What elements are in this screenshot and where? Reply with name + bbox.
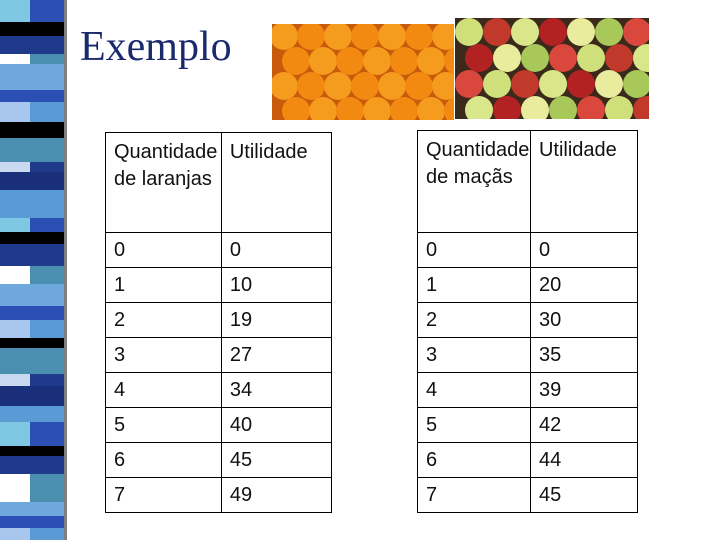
- utility-cell: 0: [529, 232, 639, 268]
- quantity-cell: 4: [105, 372, 222, 408]
- utility-cell: 39: [529, 372, 639, 408]
- quantity-cell: 2: [105, 302, 222, 338]
- quantity-header: Quantidade de maçãs: [417, 130, 531, 233]
- table-row: 6 45: [105, 442, 333, 478]
- quantity-cell: 1: [105, 267, 222, 303]
- utility-cell: 49: [220, 477, 333, 513]
- quantity-cell: 7: [105, 477, 222, 513]
- utility-cell: 0: [220, 232, 333, 268]
- quantity-cell: 0: [417, 232, 531, 268]
- quantity-cell: 6: [105, 442, 222, 478]
- decorative-stripe: [0, 0, 64, 540]
- table-row: 5 42: [417, 407, 639, 443]
- table-row: 2 30: [417, 302, 639, 338]
- table-row: 7 45: [417, 477, 639, 513]
- quantity-cell: 6: [417, 442, 531, 478]
- stripe-divider: [64, 0, 67, 540]
- utility-cell: 10: [220, 267, 333, 303]
- quantity-cell: 5: [417, 407, 531, 443]
- table-row: 1 20: [417, 267, 639, 303]
- table-row: 2 19: [105, 302, 333, 338]
- utility-cell: 20: [529, 267, 639, 303]
- table-row: 3 27: [105, 337, 333, 373]
- quantity-cell: 7: [417, 477, 531, 513]
- oranges-photo: [272, 24, 454, 120]
- table-row: 4 34: [105, 372, 333, 408]
- quantity-cell: 4: [417, 372, 531, 408]
- quantity-header: Quantidade de laranjas: [105, 132, 222, 233]
- table-header-row: Quantidade de maçãs Utilidade: [417, 130, 639, 233]
- utility-cell: 34: [220, 372, 333, 408]
- quantity-cell: 5: [105, 407, 222, 443]
- oranges-utility-table: Quantidade de laranjas Utilidade 0 0 1 10 2 1…: [105, 132, 333, 513]
- utility-cell: 19: [220, 302, 333, 338]
- utility-cell: 42: [529, 407, 639, 443]
- slide-title: Exemplo: [80, 24, 232, 70]
- table-row: 5 40: [105, 407, 333, 443]
- apples-photo: [455, 18, 649, 119]
- table-row: 7 49: [105, 477, 333, 513]
- table-header-row: Quantidade de laranjas Utilidade: [105, 132, 333, 233]
- utility-cell: 45: [220, 442, 333, 478]
- table-row: 3 35: [417, 337, 639, 373]
- utility-header: Utilidade: [529, 130, 639, 233]
- quantity-cell: 2: [417, 302, 531, 338]
- quantity-cell: 3: [417, 337, 531, 373]
- table-row: 6 44: [417, 442, 639, 478]
- table-row: 4 39: [417, 372, 639, 408]
- table-row: 1 10: [105, 267, 333, 303]
- quantity-cell: 0: [105, 232, 222, 268]
- utility-cell: 35: [529, 337, 639, 373]
- apples-utility-table: Quantidade de maçãs Utilidade 0 0 1 20 2 30 3 3…: [417, 130, 639, 513]
- utility-cell: 40: [220, 407, 333, 443]
- utility-cell: 44: [529, 442, 639, 478]
- utility-cell: 30: [529, 302, 639, 338]
- utility-header: Utilidade: [220, 132, 333, 233]
- utility-cell: 45: [529, 477, 639, 513]
- quantity-cell: 3: [105, 337, 222, 373]
- utility-cell: 27: [220, 337, 333, 373]
- quantity-cell: 1: [417, 267, 531, 303]
